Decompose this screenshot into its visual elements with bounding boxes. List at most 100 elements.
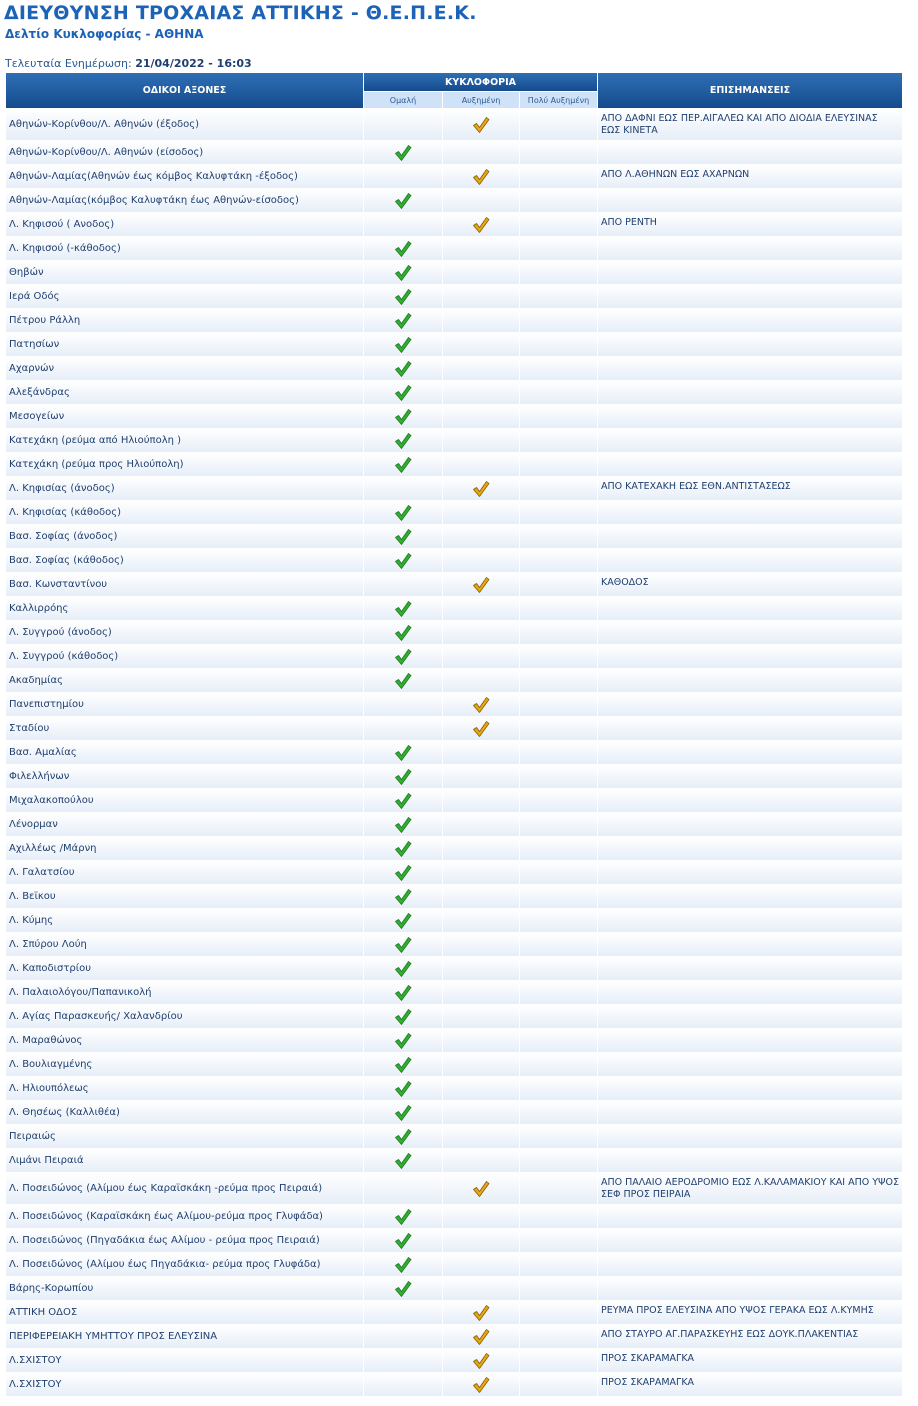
check-mark bbox=[395, 528, 412, 545]
table-row: Πατησίων bbox=[6, 333, 902, 356]
level-cell bbox=[443, 669, 519, 692]
road-name: Λ. Ποσειδώνος (Αλίμου έως Πηγαδάκια- ρεύ… bbox=[6, 1253, 363, 1276]
road-name: Λ. Ποσειδώνος (Αλίμου έως Καραϊσκάκη -ρε… bbox=[6, 1173, 363, 1204]
note bbox=[598, 333, 902, 356]
road-name: Λ. Κηφισίας (κάθοδος) bbox=[6, 501, 363, 524]
level-cell bbox=[443, 813, 519, 836]
check-mark bbox=[395, 192, 412, 209]
note bbox=[598, 597, 902, 620]
notes-header: ΕΠΙΣΗΜΑΝΣΕΙΣ bbox=[598, 73, 902, 108]
road-name: Λ. Σπύρου Λούη bbox=[6, 933, 363, 956]
level-cell bbox=[364, 573, 442, 596]
level-cell bbox=[443, 741, 519, 764]
table-row: Βασ. Κωνσταντίνου ΚΑΘΟΔΟΣ bbox=[6, 573, 902, 596]
note bbox=[598, 981, 902, 1004]
road-name: Αθηνών-Κορίνθου/Λ. Αθηνών (είσοδος) bbox=[6, 141, 363, 164]
check-mark bbox=[395, 432, 412, 449]
check-shape bbox=[473, 1180, 490, 1197]
level-cell bbox=[520, 1205, 597, 1228]
note: ΑΠΟ ΔΑΦΝΙ ΕΩΣ ΠΕΡ.ΑΙΓΑΛΕΩ ΚΑΙ ΑΠΟ ΔΙΟΔΙΑ… bbox=[598, 109, 902, 140]
table-row: Λ. Καποδιστρίου bbox=[6, 957, 902, 980]
table-row: Λ. Ποσειδώνος (Καραϊσκάκη έως Αλίμου-ρεύ… bbox=[6, 1205, 902, 1228]
traffic-header: ΚΥΚΛΟΦΟΡΙΑ bbox=[364, 73, 597, 91]
road-name: Λ. Ποσειδώνος (Πηγαδάκια έως Αλίμου - ρε… bbox=[6, 1229, 363, 1252]
table-row: Λ. Κηφισίας (άνοδος) ΑΠΟ ΚΑΤΕΧΑΚΗ ΕΩΣ ΕΘΝ… bbox=[6, 477, 902, 500]
check-mark bbox=[395, 408, 412, 425]
check-shape bbox=[395, 1080, 412, 1097]
road-name: Κατεχάκη (ρεύμα από Ηλιούπολη ) bbox=[6, 429, 363, 452]
subtitle: Δελτίο Κυκλοφορίας - ΑΘΗΝΑ bbox=[5, 27, 204, 41]
note bbox=[598, 1053, 902, 1076]
check-mark bbox=[473, 480, 490, 497]
level-cell bbox=[364, 813, 442, 836]
level-cell bbox=[443, 861, 519, 884]
road-name: Λ. Κηφισίας (άνοδος) bbox=[6, 477, 363, 500]
note bbox=[598, 1277, 902, 1300]
table-row: Λ. Κηφισού (-κάθοδος) bbox=[6, 237, 902, 260]
road-name: Λ. Θησέως (Καλλιθέα) bbox=[6, 1101, 363, 1124]
level-cell bbox=[443, 981, 519, 1004]
level-cell bbox=[364, 525, 442, 548]
level-cell bbox=[520, 237, 597, 260]
level-cell bbox=[520, 765, 597, 788]
check-mark bbox=[395, 912, 412, 929]
note bbox=[598, 429, 902, 452]
level-cell bbox=[364, 261, 442, 284]
level-cell bbox=[364, 237, 442, 260]
level-cell bbox=[520, 1229, 597, 1252]
level-cell bbox=[364, 669, 442, 692]
check-mark bbox=[395, 864, 412, 881]
table-row: Αλεξάνδρας bbox=[6, 381, 902, 404]
road-name: Μεσογείων bbox=[6, 405, 363, 428]
check-mark bbox=[395, 384, 412, 401]
check-mark bbox=[395, 840, 412, 857]
road-name: Λιμάνι Πειραιά bbox=[6, 1149, 363, 1172]
note bbox=[598, 141, 902, 164]
level-cell bbox=[520, 381, 597, 404]
table-row: Λ. Σπύρου Λούη bbox=[6, 933, 902, 956]
level-cell bbox=[364, 1005, 442, 1028]
level-cell bbox=[364, 309, 442, 332]
note bbox=[598, 1229, 902, 1252]
level-cell bbox=[364, 165, 442, 188]
level-cell bbox=[443, 573, 519, 596]
level-cell bbox=[443, 453, 519, 476]
level-cell bbox=[520, 525, 597, 548]
check-mark bbox=[395, 504, 412, 521]
level-cell bbox=[364, 1229, 442, 1252]
table-row: Λ. Βεϊκου bbox=[6, 885, 902, 908]
check-shape bbox=[395, 1152, 412, 1169]
level-cell bbox=[520, 1349, 597, 1372]
level-cell bbox=[520, 333, 597, 356]
road-name: Βασ. Κωνσταντίνου bbox=[6, 573, 363, 596]
road-name: Λ. Καποδιστρίου bbox=[6, 957, 363, 980]
table-row: Λ. Παλαιολόγου/Παπανικολή bbox=[6, 981, 902, 1004]
check-shape bbox=[395, 792, 412, 809]
road-name: Λ. Μαραθώνος bbox=[6, 1029, 363, 1052]
check-mark bbox=[473, 1180, 490, 1197]
road-name: Ακαδημίας bbox=[6, 669, 363, 692]
level-cell bbox=[364, 837, 442, 860]
level-cell bbox=[443, 1173, 519, 1204]
check-shape bbox=[395, 1128, 412, 1145]
check-mark bbox=[473, 1352, 490, 1369]
level-cell bbox=[520, 813, 597, 836]
note bbox=[598, 717, 902, 740]
level-header: Πολύ Αυξημένη bbox=[520, 92, 597, 108]
level-cell bbox=[443, 429, 519, 452]
road-name: Λ. Κηφισού (-κάθοδος) bbox=[6, 237, 363, 260]
level-cell bbox=[364, 109, 442, 140]
check-shape bbox=[395, 1008, 412, 1025]
note bbox=[598, 549, 902, 572]
level-cell bbox=[443, 1325, 519, 1348]
level-cell bbox=[443, 333, 519, 356]
road-name: Πέτρου Ράλλη bbox=[6, 309, 363, 332]
road-name: Λ. Παλαιολόγου/Παπανικολή bbox=[6, 981, 363, 1004]
table-row: Λ. Συγγρού (άνοδος) bbox=[6, 621, 902, 644]
level-cell bbox=[364, 1173, 442, 1204]
check-mark bbox=[473, 1328, 490, 1345]
road-name: Αλεξάνδρας bbox=[6, 381, 363, 404]
table-row: Φιλελλήνων bbox=[6, 765, 902, 788]
level-cell bbox=[520, 693, 597, 716]
level-cell bbox=[364, 981, 442, 1004]
